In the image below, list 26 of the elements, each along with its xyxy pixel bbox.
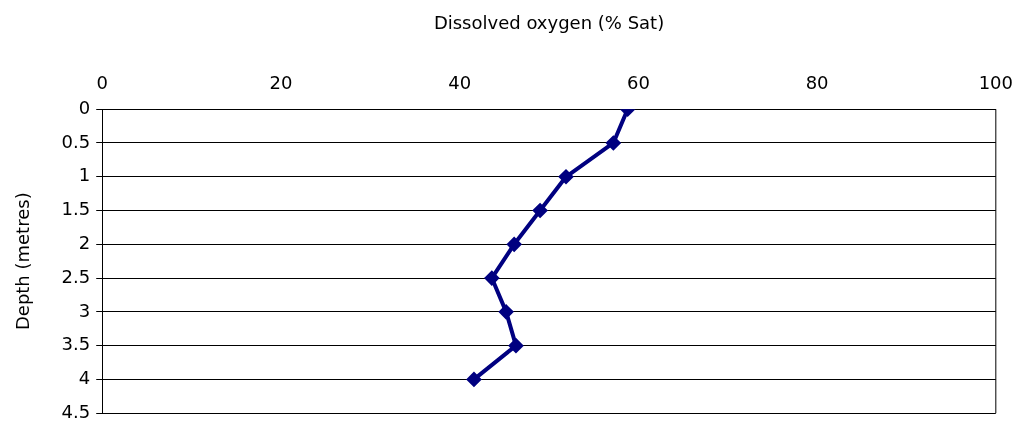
point: [508, 338, 523, 353]
y-tick-label: 3.5: [61, 333, 91, 355]
point: [507, 237, 522, 252]
y-tick-label: 3: [78, 299, 91, 321]
y-tick-label: 4.5: [61, 400, 91, 422]
point: [499, 304, 514, 319]
point: [606, 135, 621, 150]
x-tick-label: 80: [805, 72, 829, 94]
y-tick-label: 2: [78, 231, 91, 253]
y-tick-label: 0: [78, 96, 91, 118]
y-tick-label: 0.5: [61, 130, 91, 152]
y-tick-label: 2.5: [61, 265, 91, 287]
x-tick-label: 0: [96, 72, 108, 94]
x-tick-label: 100: [978, 72, 1013, 94]
point: [533, 203, 548, 218]
x-tick-label: 60: [626, 72, 650, 94]
x-tick-label: 20: [269, 72, 293, 94]
y-tick-label: 4: [78, 367, 91, 389]
x-axis-title: Dissolved oxygen (% Sat): [433, 12, 665, 34]
x-tick-label: 40: [448, 72, 472, 94]
point: [466, 372, 481, 387]
y-tick-label: 1: [78, 164, 91, 186]
y-axis-title: Depth (metres): [12, 192, 34, 331]
point: [484, 271, 499, 286]
y-tick-label: 1.5: [61, 198, 91, 220]
point: [559, 169, 573, 184]
